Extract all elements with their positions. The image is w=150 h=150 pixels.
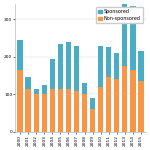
Bar <box>122 66 127 132</box>
Bar <box>138 51 144 81</box>
Bar <box>26 77 31 89</box>
Bar <box>17 70 23 132</box>
Bar <box>50 59 55 89</box>
Bar <box>106 77 111 132</box>
Bar <box>106 47 111 77</box>
Bar <box>42 94 47 132</box>
Bar <box>114 53 119 79</box>
Bar <box>114 79 119 132</box>
Legend: Sponsored, Non-sponsored: Sponsored, Non-sponsored <box>96 7 143 23</box>
Bar <box>42 85 47 94</box>
Bar <box>66 89 71 132</box>
Bar <box>74 91 79 132</box>
Bar <box>98 45 103 87</box>
Bar <box>34 89 39 94</box>
Bar <box>66 42 71 89</box>
Bar <box>26 89 31 132</box>
Bar <box>50 89 55 132</box>
Bar <box>90 98 95 109</box>
Bar <box>90 109 95 132</box>
Bar <box>34 94 39 132</box>
Bar <box>82 94 87 132</box>
Bar <box>17 40 23 70</box>
Bar <box>98 87 103 132</box>
Bar <box>82 83 87 94</box>
Bar <box>58 89 63 132</box>
Bar <box>122 0 127 66</box>
Bar <box>138 81 144 132</box>
Bar <box>58 44 63 89</box>
Bar <box>130 6 136 70</box>
Bar <box>130 70 136 132</box>
Bar <box>74 45 79 91</box>
